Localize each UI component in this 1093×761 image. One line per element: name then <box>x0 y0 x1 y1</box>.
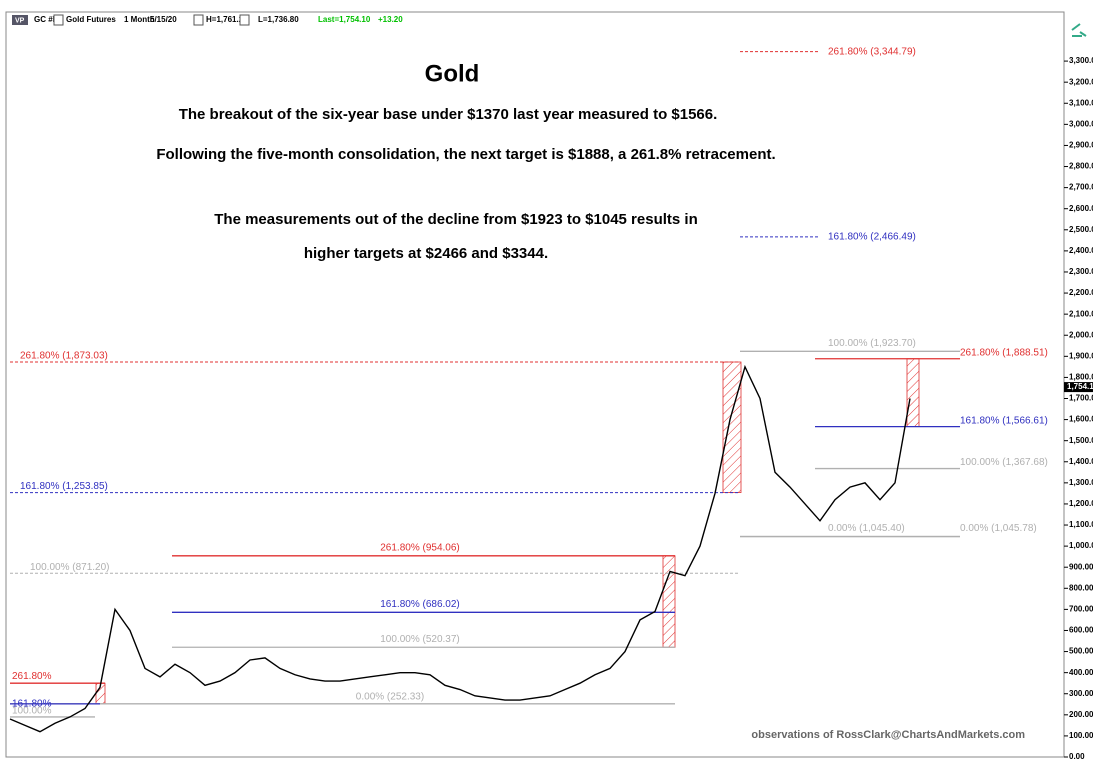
vp-badge-text: VP <box>15 17 25 24</box>
y-tick-label: 2,300.0 <box>1069 267 1093 276</box>
annotation: Following the five-month consolidation, … <box>156 146 775 163</box>
y-tick-label: 2,400.0 <box>1069 246 1093 255</box>
level-label: 261.80% (954.06) <box>380 542 460 553</box>
hatched-box <box>906 358 920 428</box>
y-tick-label: 2,600.0 <box>1069 204 1093 213</box>
y-tick-label: 2,800.0 <box>1069 162 1093 171</box>
y-tick-label: 400.00 <box>1069 668 1093 677</box>
level-label: 161.80% (686.02) <box>380 599 460 610</box>
y-tick-label: 900.00 <box>1069 562 1093 571</box>
header-text: Last=1,754.10 <box>318 15 371 24</box>
header-text: 1 Month <box>124 15 155 24</box>
y-tick-label: 2,700.0 <box>1069 183 1093 192</box>
chart-title: Gold <box>425 60 480 87</box>
last-price-label: 1,754.1 <box>1067 382 1093 391</box>
y-tick-label: 1,300.0 <box>1069 478 1093 487</box>
y-tick-label: 700.00 <box>1069 604 1093 613</box>
y-tick-label: 3,300.0 <box>1069 56 1093 65</box>
level-label: 0.00% (1,045.40) <box>828 523 905 534</box>
level-label: 261.80% (3,344.79) <box>828 46 916 57</box>
hatched-box <box>662 555 676 648</box>
level-label: 161.80% (1,566.61) <box>960 415 1048 426</box>
level-label: 100.00% (1,923.70) <box>828 338 916 349</box>
level-label: 0.00% (1,045.78) <box>960 523 1037 534</box>
y-tick-label: 3,200.0 <box>1069 77 1093 86</box>
dropdown-icon <box>239 14 250 26</box>
level-label: 100.00% (1,367.68) <box>960 457 1048 468</box>
y-tick-label: 3,000.0 <box>1069 119 1093 128</box>
price-line <box>9 364 911 733</box>
y-tick-label: 2,500.0 <box>1069 225 1093 234</box>
y-tick-label: 1,200.0 <box>1069 499 1093 508</box>
y-tick-label: 1,900.0 <box>1069 351 1093 360</box>
y-tick-label: 0.00 <box>1069 752 1085 761</box>
level-label: 100.00% <box>12 706 52 717</box>
level-label: 100.00% (871.20) <box>30 562 110 573</box>
header-text: Gold Futures <box>66 15 116 24</box>
y-tick-label: 1,000.0 <box>1069 541 1093 550</box>
level-label: 100.00% (520.37) <box>380 634 460 645</box>
annotation: The measurements out of the decline from… <box>214 211 698 228</box>
y-tick-label: 1,800.0 <box>1069 373 1093 382</box>
hatched-box <box>722 361 742 493</box>
icon <box>1071 23 1087 37</box>
level-label: 161.80% (2,466.49) <box>828 232 916 243</box>
annotation: The breakout of the six-year base under … <box>179 106 718 123</box>
y-tick-label: 2,200.0 <box>1069 288 1093 297</box>
level-label: 161.80% (1,253.85) <box>20 481 108 492</box>
y-tick-label: 800.00 <box>1069 583 1093 592</box>
y-tick-label: 500.00 <box>1069 647 1093 656</box>
vp-badge <box>12 15 28 25</box>
y-tick-label: 2,000.0 <box>1069 330 1093 339</box>
annotation: higher targets at $2466 and $3344. <box>304 245 548 262</box>
y-tick-label: 2,100.0 <box>1069 309 1093 318</box>
level-label: 261.80% (1,873.03) <box>20 351 108 362</box>
dropdown-icon <box>53 14 64 26</box>
y-tick-label: 200.00 <box>1069 710 1093 719</box>
header-text: GC #F <box>34 15 58 24</box>
y-tick-label: 300.00 <box>1069 689 1093 698</box>
header-text: +13.20 <box>378 15 403 24</box>
y-tick-label: 1,400.0 <box>1069 457 1093 466</box>
header-text: 5/15/20 <box>150 15 177 24</box>
y-tick-label: 1,100.0 <box>1069 520 1093 529</box>
y-tick-label: 1,700.0 <box>1069 394 1093 403</box>
level-label: 0.00% (252.33) <box>356 691 424 702</box>
y-tick-label: 600.00 <box>1069 626 1093 635</box>
level-label: 161.80% <box>12 698 52 709</box>
level-label: 261.80% (1,888.51) <box>960 347 1048 358</box>
credit: observations of RossClark@ChartsAndMarke… <box>751 729 1025 741</box>
header-text: L=1,736.80 <box>258 15 299 24</box>
y-tick-label: 100.00 <box>1069 731 1093 740</box>
y-tick-label: 3,100.0 <box>1069 98 1093 107</box>
y-tick-label: 2,900.0 <box>1069 141 1093 150</box>
y-tick-label: 1,500.0 <box>1069 436 1093 445</box>
y-tick-label: 1,600.0 <box>1069 415 1093 424</box>
last-price-tag <box>1064 382 1093 393</box>
header-text: H=1,761.20 <box>206 15 248 24</box>
dropdown-icon <box>193 14 204 26</box>
level-label: 261.80% <box>12 671 52 682</box>
